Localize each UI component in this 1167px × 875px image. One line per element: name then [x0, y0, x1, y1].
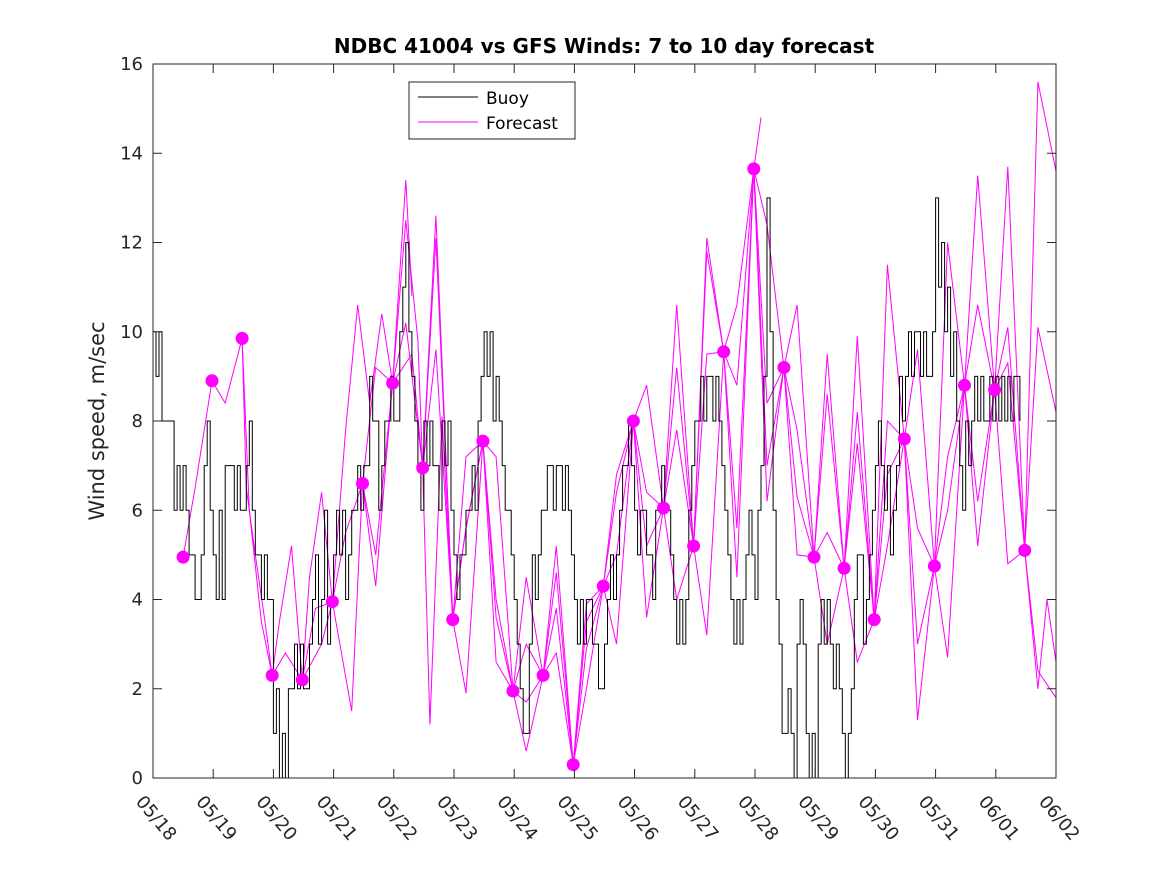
forecast-line-2 — [271, 383, 394, 682]
forecast-marker — [747, 162, 761, 176]
forecast-marker — [927, 559, 941, 573]
y-axis: 0 2 4 6 8 10 12 14 16 — [120, 54, 1056, 789]
forecast-marker — [897, 432, 911, 446]
y-axis-label: Wind speed, m/sec — [85, 321, 109, 520]
forecast-marker — [626, 414, 640, 428]
legend: Buoy Forecast — [408, 81, 576, 140]
forecast-marker — [416, 461, 430, 475]
chart-title: NDBC 41004 vs GFS Winds: 7 to 10 day for… — [334, 34, 875, 58]
forecast-marker — [1018, 543, 1032, 557]
forecast-line-4 — [331, 215, 454, 712]
forecast-marker — [176, 550, 190, 564]
y-tick-label: 4 — [132, 590, 143, 611]
forecast-marker — [265, 668, 279, 682]
plot-area — [153, 81, 1057, 779]
y-tick-label: 14 — [120, 143, 143, 164]
forecast-marker — [988, 383, 1002, 397]
y-tick-label: 12 — [120, 233, 143, 254]
buoy-line — [153, 197, 1021, 779]
forecast-marker — [657, 501, 670, 515]
forecast-marker — [536, 668, 550, 682]
forecast-marker — [506, 684, 520, 698]
forecast-line-0 — [182, 338, 273, 676]
forecast-line-14 — [632, 117, 762, 618]
forecast-marker — [205, 374, 219, 388]
forecast-marker — [566, 758, 580, 772]
forecast-marker — [837, 561, 851, 575]
forecast-marker — [777, 361, 791, 374]
forecast-marker — [596, 579, 610, 593]
forecast-marker — [717, 345, 731, 359]
forecast-line-27 — [1024, 550, 1057, 689]
legend-label-forecast: Forecast — [486, 114, 558, 134]
forecast-marker — [867, 613, 881, 627]
legend-label-buoy: Buoy — [486, 89, 529, 109]
forecast-marker — [687, 539, 701, 553]
y-tick-label: 0 — [132, 768, 143, 789]
y-tick-label: 6 — [132, 500, 143, 521]
forecast-marker — [807, 550, 821, 564]
forecast-marker — [476, 434, 490, 448]
y-tick-label: 8 — [132, 411, 143, 432]
y-tick-label: 16 — [120, 54, 143, 75]
forecast-marker — [356, 477, 369, 490]
forecast-marker — [295, 673, 309, 687]
forecast-marker — [958, 378, 971, 392]
forecast-line-25 — [964, 327, 1057, 551]
y-tick-label: 2 — [132, 679, 143, 700]
forecast-line-1 — [241, 338, 333, 680]
legend-box — [408, 81, 576, 140]
forecast-marker — [446, 613, 460, 627]
forecast-marker — [235, 331, 249, 345]
forecast-line-3 — [301, 179, 413, 681]
forecast-marker — [386, 376, 400, 390]
forecast-marker — [325, 595, 339, 609]
y-tick-label: 10 — [120, 322, 143, 343]
